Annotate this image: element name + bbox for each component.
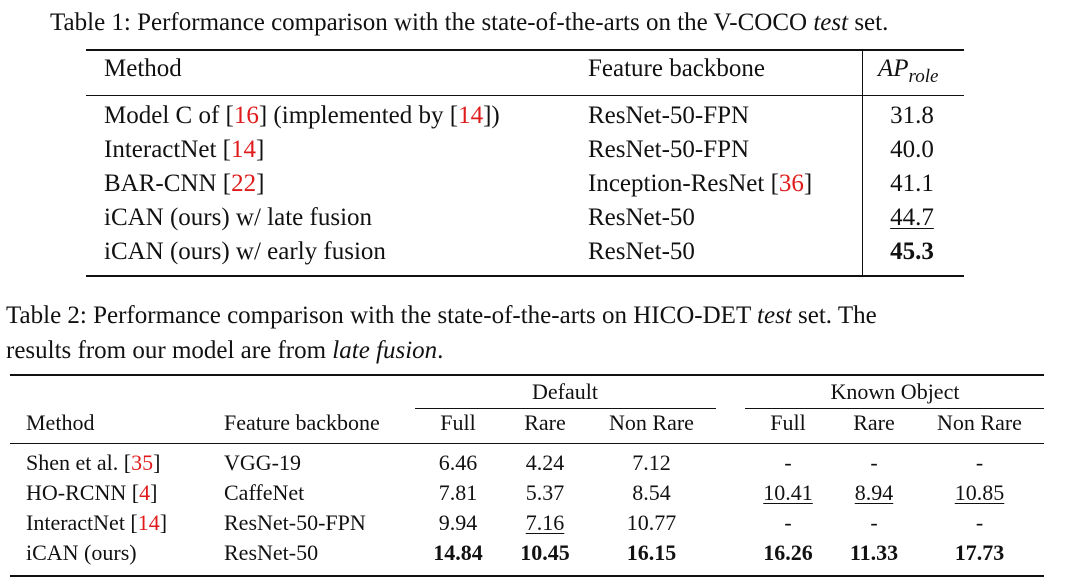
table1-header-method: Method [104,55,182,82]
table2-cell-default-full: 6.46 [438,450,478,475]
table2-cell-backbone: ResNet-50-FPN [224,510,366,535]
table1-header-rule [86,95,964,96]
table2-row: HO-RCNN [4] CaffeNet 7.81 5.37 8.54 10.41 8.94… [0,480,1071,510]
table2-cell-method: InteractNet [14] [26,510,168,535]
table1-cell-ap: 41.1 [890,170,934,197]
table2-cell-default-rare: 10.45 [520,540,570,565]
table1-row: BAR-CNN [22] Inception-ResNet [36] 41.1 [0,170,1071,204]
table1-row: InteractNet [14] ResNet-50-FPN 40.0 [0,136,1071,170]
table2-group-rule-default [415,408,716,409]
table2-cell-known-nonrare: - [975,450,984,475]
table1-cell-backbone: ResNet-50-FPN [588,136,750,163]
table1-row: Model C of [16] (implemented by [14]) Res… [0,102,1071,136]
table2-cell-known-nonrare: 17.73 [954,540,1005,565]
table1-bottom-rule [86,275,964,277]
table2-cell-default-nonrare: 16.15 [626,540,677,565]
table1-vertical-rule [862,51,863,275]
table2-cell-known-full: - [784,510,792,535]
table2-cell-method: iCAN (ours) [26,540,137,565]
table2-group-default: Default [532,379,598,404]
table1-cell-backbone: ResNet-50 [588,204,695,231]
table1-top-rule [86,49,964,51]
table1-cell-ap: 45.3 [890,238,934,265]
table1-row: iCAN (ours) w/ late fusion ResNet-50 44.7 [0,204,1071,238]
table2-header-default-nonrare: Non Rare [609,410,694,435]
table2-cell-known-rare: - [870,450,878,475]
table2-cell-default-rare: 5.37 [525,480,565,505]
table2-header-default-full: Full [440,410,476,435]
table2-cell-default-full: 9.94 [438,510,478,535]
table2-caption-line1: Table 2: Performance comparison with the… [6,302,877,329]
table1-cell-method: Model C of [16] (implemented by [14]) [104,102,500,129]
table2-group-known-object: Known Object [830,379,960,404]
table1-cell-backbone: Inception-ResNet [36] [588,170,813,197]
table2-caption-line2: results from our model are from late fus… [6,337,444,364]
table2-cell-known-rare: 11.33 [849,540,899,565]
table2-row: Shen et al. [35] VGG-19 6.46 4.24 7.12 - - - [0,450,1071,480]
table2-cell-default-nonrare: 10.77 [626,510,677,535]
table2-group-rule-known [745,408,1044,409]
table2-header-method: Method [26,410,95,435]
table1-cell-ap: 44.7 [890,204,934,231]
table2-header-known-full: Full [770,410,806,435]
table2-header-known-rare: Rare [853,410,895,435]
table1-cell-method: InteractNet [14] [104,136,265,163]
table2-cell-known-nonrare: 10.85 [954,480,1005,505]
table2-header-rule [10,443,1044,444]
table1-cell-method: BAR-CNN [22] [104,170,265,197]
table1-header-ap: AProle [878,55,939,87]
table2-cell-known-full: 10.41 [763,480,813,505]
table2-cell-known-rare: - [870,510,878,535]
table2-cell-method: HO-RCNN [4] [26,480,158,505]
table1-header-row: Method Feature backbone AProle [0,55,1071,89]
table2-cell-known-rare: 8.94 [854,480,894,505]
table2-header-row: Method Feature backbone Full Rare Non Ra… [0,410,1071,440]
table1-cell-ap: 31.8 [890,102,934,129]
table1-cell-method: iCAN (ours) w/ late fusion [104,204,373,231]
table1-cell-backbone: ResNet-50 [588,238,695,265]
table2-row: InteractNet [14] ResNet-50-FPN 9.94 7.16 10.… [0,510,1071,540]
table2-row: iCAN (ours) ResNet-50 14.84 10.45 16.15 16.26… [0,540,1071,570]
table2-cell-default-full: 7.81 [438,480,478,505]
table2-cell-backbone: VGG-19 [224,450,301,475]
table2-cell-backbone: ResNet-50 [224,540,319,565]
table1-cell-backbone: ResNet-50-FPN [588,102,750,129]
table2-cell-method: Shen et al. [35] [26,450,161,475]
table2-cell-backbone: CaffeNet [224,480,305,505]
table1-caption: Table 1: Performance comparison with the… [50,9,889,36]
table2-cell-known-nonrare: - [975,510,984,535]
table2-header-known-nonrare: Non Rare [937,410,1022,435]
table2-top-rule [10,374,1044,376]
table2-header-backbone: Feature backbone [224,410,380,435]
table2-cell-default-rare: 4.24 [525,450,565,475]
table1-header-backbone: Feature backbone [588,55,766,82]
table2-bottom-rule [10,575,1044,577]
table2-cell-default-nonrare: 8.54 [632,480,671,505]
table2-cell-default-full: 14.84 [433,540,483,565]
table2-header-default-rare: Rare [524,410,566,435]
table2-cell-default-nonrare: 7.12 [632,450,671,475]
table2-cell-known-full: 16.26 [763,540,813,565]
table2-cell-default-rare: 7.16 [525,510,565,535]
table1-cell-ap: 40.0 [890,136,934,163]
table1-row: iCAN (ours) w/ early fusion ResNet-50 45.3 [0,238,1071,272]
table1-cell-method: iCAN (ours) w/ early fusion [104,238,386,265]
table2-cell-known-full: - [784,450,792,475]
